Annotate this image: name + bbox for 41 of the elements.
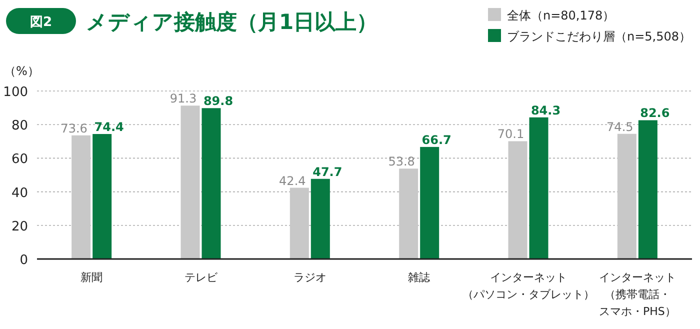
x-tick-label: テレビ <box>184 271 218 284</box>
y-tick-label: 60 <box>11 152 28 168</box>
bar <box>617 134 636 259</box>
data-label: 66.7 <box>422 132 452 147</box>
legend-label: 全体（n=80,178） <box>507 8 615 22</box>
y-tick-label: 0 <box>20 253 28 268</box>
bar <box>399 168 418 259</box>
data-label: 89.8 <box>203 94 234 108</box>
bar <box>508 141 528 259</box>
data-label: 82.6 <box>640 106 670 120</box>
data-label: 47.7 <box>312 164 342 179</box>
bar <box>529 117 548 259</box>
bar <box>290 188 309 259</box>
data-label: 91.3 <box>170 92 197 106</box>
y-tick-label: 40 <box>11 186 28 201</box>
bar <box>202 108 221 259</box>
caption: 図2 <box>30 15 52 30</box>
data-label: 74.4 <box>94 120 124 134</box>
x-tick-label: 雑誌 <box>408 271 430 284</box>
x-tick-label: 新聞 <box>80 271 103 284</box>
data-label: 84.3 <box>530 103 561 118</box>
bar <box>310 178 330 259</box>
bar <box>420 146 440 259</box>
data-label: 73.6 <box>60 121 88 136</box>
y-axis-title: （%） <box>4 64 40 78</box>
chart-title: メディア接触度（月1日以上） <box>86 10 378 34</box>
bar <box>92 134 112 259</box>
data-label: 74.5 <box>606 120 634 134</box>
data-label: 53.8 <box>388 154 415 169</box>
data-label: 70.1 <box>497 127 524 142</box>
bar <box>72 135 91 259</box>
y-tick-label: 20 <box>11 219 28 234</box>
x-tick-label: インターネット（携帯電話・スマホ・PHS） <box>598 271 676 318</box>
data-label: 42.4 <box>279 174 306 188</box>
x-tick-label: インターネット（パソコン・タブレット） <box>462 271 594 301</box>
y-tick-label: 100 <box>3 85 28 100</box>
bar <box>180 106 200 259</box>
bar <box>638 120 658 259</box>
legend-label: ブランドこだわり層（n=5,508） <box>507 30 692 44</box>
x-tick-label: ラジオ <box>293 271 326 284</box>
y-tick-label: 80 <box>11 118 28 134</box>
